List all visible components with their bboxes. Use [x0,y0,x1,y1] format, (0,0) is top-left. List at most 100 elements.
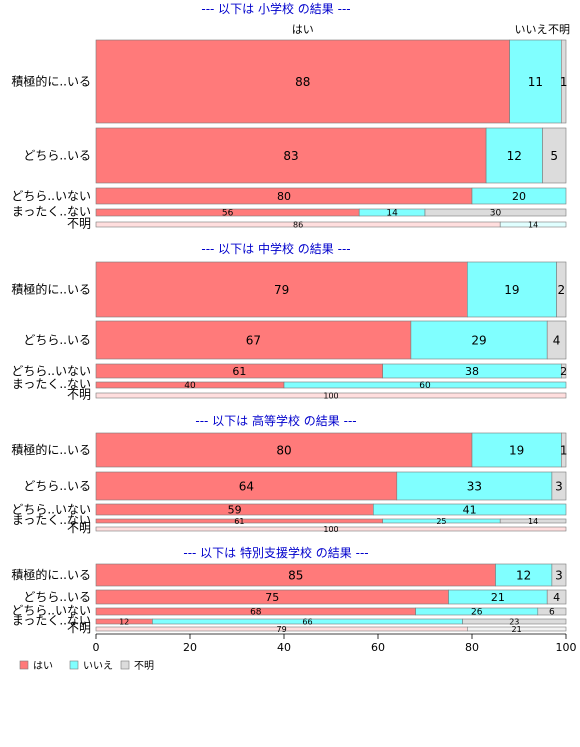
data-label: 85 [288,568,303,582]
header-label-2: 不明 [548,23,570,36]
category-label: どちら..いる [23,149,91,163]
category-label: 積極的に..いる [11,567,91,582]
data-label: 14 [386,209,398,219]
data-label: 61 [234,517,244,526]
data-label: 66 [302,617,312,626]
bar-segment-いいえ [396,471,553,501]
bar-segment-はい [95,39,510,124]
data-label: 83 [283,149,298,163]
bar-segment-不明 [556,261,567,318]
bar-segment-不明 [551,563,567,587]
data-label: 80 [276,443,291,457]
data-label: 80 [277,190,291,203]
data-label: 30 [490,209,502,219]
legend-label: 不明 [134,660,154,672]
category-label: まったく..ない [12,513,91,527]
data-label: 79 [277,625,287,634]
bar-segment-いいえ [466,261,557,318]
legend-label: はい [33,660,53,672]
bar-segment-いいえ [499,221,567,228]
bar-segment-不明 [537,607,567,616]
legend-label: いいえ [83,660,113,672]
category-label: 不明 [67,388,91,402]
data-label: 1 [560,443,568,457]
category-label: 積極的に..いる [11,74,91,89]
data-label: 40 [184,381,196,391]
category-label: どちら..いない [11,503,91,517]
legend-swatch [69,660,79,670]
data-label: 12 [516,568,531,582]
data-label: 21 [491,591,505,604]
section-title: --- 以下は 中学校 の結果 --- [201,241,350,256]
data-label: 1 [560,75,568,89]
bar-segment-いいえ [372,503,567,516]
x-tick-label: 60 [371,641,385,654]
data-label: 3 [555,568,563,582]
bar-segment-いいえ [283,381,567,389]
category-label: どちら..いない [11,604,91,618]
bar-segment-はい [95,261,468,318]
header-label-1: いいえ [515,23,548,36]
data-label: 29 [471,333,486,347]
x-tick-label: 20 [183,641,197,654]
bar-segment-はい [95,432,473,468]
data-label: 14 [528,517,538,526]
data-label: 4 [553,333,561,347]
x-tick-label: 40 [277,641,291,654]
section-title: --- 以下は 高等学校 の結果 --- [195,413,356,428]
data-label: 75 [265,591,279,604]
data-label: 3 [555,479,563,493]
data-label: 2 [557,283,565,297]
data-label: 67 [246,333,261,347]
bar-segment-不明 [551,471,567,501]
section-title: --- 以下は 特別支援学校 の結果 --- [183,545,368,560]
data-label: 19 [509,443,524,457]
data-label: 11 [528,75,543,89]
data-label: 100 [323,391,338,400]
bar-segment-不明 [466,626,567,632]
bar-segment-不明 [560,363,567,379]
category-label: まったく..ない [12,205,91,219]
data-label: 6 [549,608,555,618]
data-label: 20 [512,190,526,203]
data-label: 23 [509,617,519,626]
data-label: 88 [295,75,310,89]
data-label: 26 [471,608,483,618]
category-label: どちら..いる [23,479,91,493]
data-label: 59 [228,503,242,516]
bar-segment-不明 [560,39,567,124]
data-label: 21 [512,625,522,634]
category-label: どちら..いない [11,189,91,203]
bar-segment-不明 [546,589,567,605]
legend-swatch [120,660,130,670]
data-label: 5 [550,149,558,163]
data-label: 68 [250,608,262,618]
category-label: 積極的に..いる [11,282,91,297]
data-label: 25 [436,517,446,526]
data-label: 4 [553,591,560,604]
data-label: 41 [463,503,477,516]
bar-segment-いいえ [509,39,562,124]
data-label: 14 [528,220,538,229]
bar-segment-不明 [462,618,567,625]
data-label: 12 [507,149,522,163]
data-label: 19 [504,283,519,297]
bar-segment-はい [95,392,567,399]
category-label: どちら..いない [11,364,91,378]
data-label: 60 [419,381,431,391]
bar-segment-不明 [560,432,567,468]
category-label: まったく..ない [12,614,91,628]
bar-segment-不明 [542,127,567,184]
data-label: 61 [232,365,246,378]
data-label: 12 [119,617,129,626]
bar-segment-はい [95,320,412,360]
category-label: 積極的に..いる [11,442,91,457]
data-label: 64 [239,479,254,493]
category-label: 不明 [67,217,91,231]
category-label: どちら..いる [23,333,91,347]
data-label: 2 [560,365,567,378]
header-label-0: はい [292,23,314,36]
data-label: 79 [274,283,289,297]
data-label: 56 [222,209,234,219]
